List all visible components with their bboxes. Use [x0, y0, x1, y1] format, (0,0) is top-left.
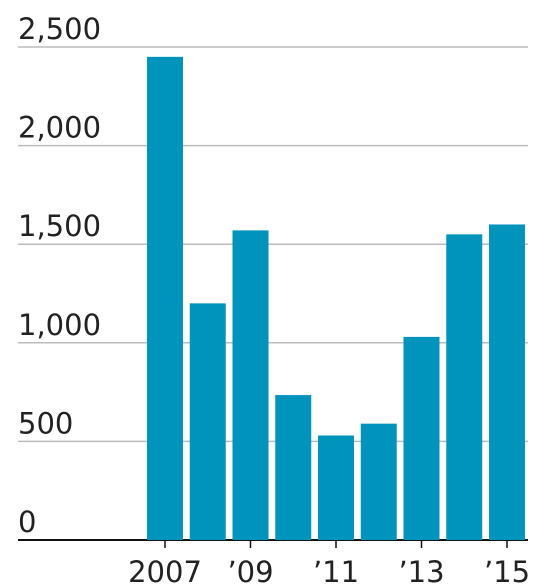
x-tick-label: ’13	[398, 555, 444, 586]
bar	[147, 56, 183, 541]
bar	[189, 303, 226, 540]
y-tick-label: 2,500	[18, 12, 101, 46]
y-tick-label: 2,000	[18, 111, 101, 145]
y-tick-label: 0	[18, 505, 36, 539]
bar	[489, 224, 525, 541]
x-tick-label: ’15	[484, 555, 530, 586]
y-tick-label: 1,000	[18, 308, 101, 342]
bar	[403, 336, 440, 540]
y-tick-label: 500	[18, 406, 73, 440]
bar	[446, 234, 483, 540]
bar	[232, 230, 269, 540]
x-tick-label: 2007	[128, 555, 202, 586]
bar	[360, 423, 397, 540]
bar	[275, 395, 312, 540]
x-tick-label: ’09	[227, 555, 273, 586]
x-tick-label: ’11	[313, 555, 359, 586]
bar	[318, 435, 354, 540]
y-tick-label: 1,500	[18, 209, 101, 243]
